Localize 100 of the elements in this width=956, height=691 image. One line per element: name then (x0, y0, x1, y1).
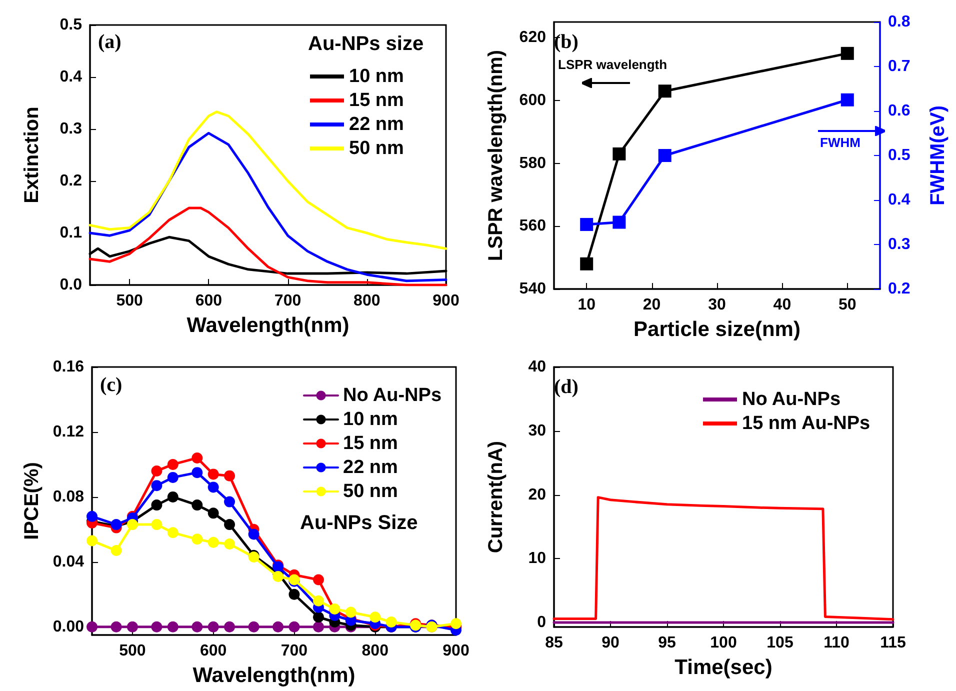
y2-tick-label: 0.2 (888, 280, 910, 298)
y-tick-label: 0.3 (60, 120, 82, 138)
x-tick-label: 105 (766, 634, 794, 652)
y-tick-label: 0.1 (60, 224, 82, 242)
y-tick-label: 0.12 (52, 423, 84, 440)
legend-label: No Au-NPs (343, 385, 442, 406)
point (126, 621, 138, 632)
legend-title: Au-NPs Size (300, 512, 418, 534)
annotation: (c) (100, 374, 122, 396)
point (224, 470, 236, 482)
point (86, 621, 98, 632)
point (151, 621, 162, 632)
y-axis-title: LSPR wavelength(nm) (485, 50, 507, 262)
x-tick-label: 90 (602, 634, 620, 652)
y-tick-label: 540 (519, 280, 546, 298)
y-axis-title: IPCE(%) (20, 462, 43, 540)
x-axis-title: Particle size(nm) (634, 318, 800, 341)
point (580, 257, 594, 270)
x-tick-label: 500 (116, 292, 143, 310)
point (151, 519, 162, 530)
legend-label: 10 nm (349, 66, 404, 87)
point (192, 500, 203, 511)
legend-label: No Au-NPs (742, 389, 841, 410)
x-tick-label: 110 (824, 634, 850, 652)
y2-tick-label: 0.8 (888, 14, 910, 30)
point (840, 93, 854, 106)
point (86, 510, 98, 522)
x-tick-label: 600 (200, 642, 227, 660)
point (151, 465, 162, 476)
point (840, 46, 854, 60)
x-tick-label: 700 (274, 292, 302, 310)
y2-axis-title: FWHM(eV) (927, 106, 949, 206)
point (345, 606, 356, 618)
point (192, 452, 203, 464)
x-tick-label: 95 (658, 634, 676, 652)
y-tick-label: 20 (528, 486, 546, 504)
legend-label: 22 nm (349, 114, 404, 135)
legend-title: Au-NPs size (308, 33, 424, 55)
legend-label: 15 nm Au-NPs (742, 413, 870, 434)
y2-tick-label: 0.3 (888, 236, 910, 253)
legend-label: 50 nm (349, 138, 404, 159)
point (272, 571, 284, 582)
point (224, 621, 236, 632)
x-tick-label: 115 (880, 634, 906, 652)
point (167, 458, 178, 470)
x-tick-label: 600 (195, 292, 222, 310)
x-tick-label: 100 (710, 634, 737, 652)
point (386, 616, 397, 628)
x-tick-label: 20 (642, 296, 661, 314)
point (313, 612, 324, 623)
x-tick-label: 10 (578, 296, 596, 314)
y-tick-label: 620 (519, 29, 546, 46)
point (224, 519, 236, 530)
x-tick-label: 700 (280, 642, 308, 660)
y-tick-label: 0.08 (52, 488, 84, 506)
x-axis-title: Wavelength(nm) (186, 314, 350, 337)
y-tick-label: 0.5 (60, 16, 82, 34)
point (151, 480, 162, 492)
point (450, 618, 462, 630)
line-series (88, 110, 448, 250)
point (86, 535, 98, 546)
y-tick-label: 0.00 (52, 618, 84, 636)
point (272, 621, 284, 632)
x-tick-label: 800 (362, 642, 389, 660)
y-tick-label: 600 (519, 92, 546, 110)
legend-label: 10 nm (343, 409, 398, 430)
y-axis-title: Current(nA) (485, 440, 507, 554)
y2-tick-label: 0.5 (888, 147, 910, 164)
point (313, 574, 324, 586)
x-axis-title: Wavelength(nm) (192, 664, 356, 687)
y-tick-label: 30 (528, 422, 546, 440)
point (370, 612, 381, 623)
x-tick-label: 40 (773, 296, 792, 314)
legend-label: 22 nm (343, 457, 398, 478)
point (167, 472, 178, 483)
point (167, 621, 178, 632)
x-tick-label: 500 (119, 642, 146, 660)
y-tick-label: 0.0 (60, 276, 82, 294)
point (248, 621, 260, 632)
x-tick-label: 900 (442, 642, 470, 660)
y-tick-label: 560 (519, 218, 546, 235)
y-tick-label: 10 (528, 550, 546, 568)
y2-tick-label: 0.6 (888, 102, 910, 120)
x-tick-label: 50 (838, 296, 856, 314)
point (612, 216, 626, 229)
point (248, 528, 260, 540)
y-tick-label: 0 (537, 614, 546, 632)
point (313, 621, 324, 632)
legend-label: 15 nm (349, 90, 404, 111)
point (208, 536, 219, 548)
point (288, 621, 300, 632)
point (110, 545, 122, 556)
point (208, 468, 219, 480)
point (313, 595, 324, 606)
point (192, 621, 203, 632)
y-tick-label: 580 (519, 154, 546, 172)
y-tick-label: 0.04 (52, 553, 84, 570)
point (192, 467, 203, 478)
y-axis-title: Extinction (21, 106, 43, 204)
x-tick-label: 85 (545, 634, 563, 652)
